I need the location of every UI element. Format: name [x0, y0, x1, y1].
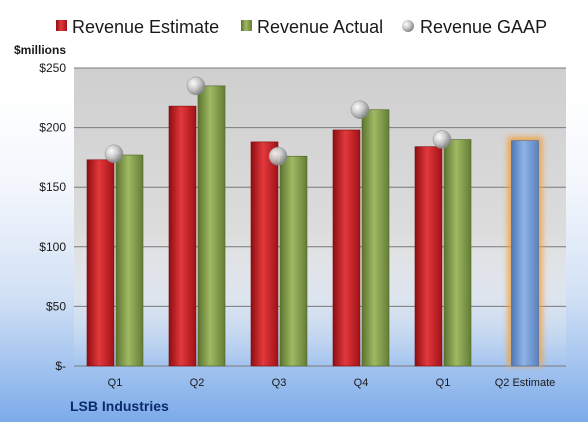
bar-revenue-estimate[interactable]	[250, 141, 279, 367]
marker-revenue-gaap[interactable]	[268, 146, 288, 166]
y-axis-unit-label: $millions	[14, 43, 66, 57]
bar-revenue-actual[interactable]	[443, 139, 472, 367]
y-tick-label: $250	[39, 61, 66, 75]
bar-revenue-estimate[interactable]	[168, 105, 197, 367]
bar-revenue-actual[interactable]	[279, 155, 308, 367]
y-tick-label: $100	[39, 240, 66, 254]
marker-revenue-gaap[interactable]	[186, 76, 206, 96]
x-axis: Q1 Q2 Q3 Q4 Q1 Q2 Estimate	[108, 377, 556, 389]
x-tick-label: Q2	[190, 377, 205, 389]
legend-label-actual: Revenue Actual	[257, 17, 383, 37]
legend: Revenue Estimate Revenue Actual Revenue …	[56, 17, 547, 37]
plot-area	[74, 68, 566, 366]
legend-item-revenue-actual[interactable]: Revenue Actual	[241, 17, 383, 37]
legend-swatch-gaap	[402, 20, 414, 32]
marker-revenue-gaap[interactable]	[104, 144, 124, 164]
legend-item-revenue-estimate[interactable]: Revenue Estimate	[56, 17, 219, 37]
y-tick-label: $50	[46, 299, 66, 313]
legend-swatch-estimate	[56, 20, 67, 31]
gridlines	[74, 67, 566, 367]
marker-revenue-gaap[interactable]	[350, 100, 370, 119]
company-name: LSB Industries	[70, 398, 169, 414]
x-tick-label: Q2 Estimate	[495, 377, 556, 389]
y-tick-label: $-	[55, 359, 66, 373]
x-tick-label: Q1	[436, 377, 451, 389]
bar-revenue-estimate[interactable]	[86, 159, 115, 367]
bar-revenue-estimate[interactable]	[332, 129, 361, 367]
legend-label-gaap: Revenue GAAP	[420, 17, 547, 37]
bar-q2-estimate[interactable]	[511, 140, 539, 367]
y-axis: $- $50 $100 $150 $200 $250	[39, 61, 66, 373]
marker-revenue-gaap[interactable]	[432, 130, 452, 149]
bars	[86, 85, 543, 367]
y-tick-label: $200	[39, 121, 66, 135]
bar-revenue-actual[interactable]	[361, 109, 390, 367]
y-tick-label: $150	[39, 180, 66, 194]
bar-revenue-actual[interactable]	[115, 154, 144, 367]
gaap-markers	[104, 76, 452, 166]
legend-swatch-actual	[241, 20, 252, 31]
x-tick-label: Q3	[272, 377, 287, 389]
x-tick-label: Q4	[354, 377, 369, 389]
bar-revenue-estimate[interactable]	[414, 146, 443, 367]
legend-item-revenue-gaap[interactable]: Revenue GAAP	[402, 17, 547, 37]
x-tick-label: Q1	[108, 377, 123, 389]
bar-revenue-actual[interactable]	[197, 85, 226, 367]
legend-label-estimate: Revenue Estimate	[72, 17, 219, 37]
